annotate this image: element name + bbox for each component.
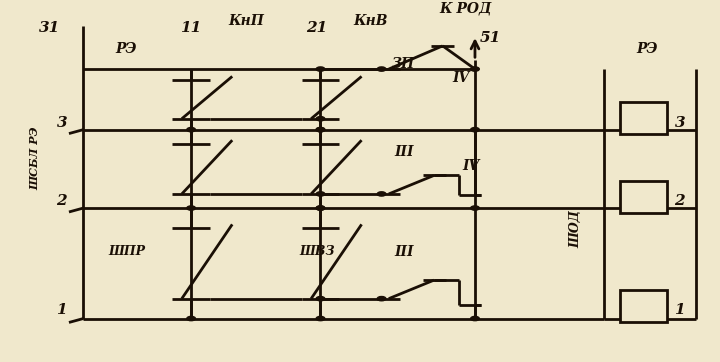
Circle shape [316,296,325,301]
Circle shape [377,67,386,71]
Text: 3: 3 [56,115,67,130]
Text: К РОД: К РОД [439,1,492,16]
Circle shape [186,206,195,210]
Circle shape [471,127,480,132]
Circle shape [316,127,325,132]
Text: III: III [395,245,414,258]
Circle shape [471,67,480,71]
Text: ЗП: ЗП [392,57,415,71]
Text: 51: 51 [480,31,501,45]
Circle shape [377,192,386,196]
Text: IV: IV [462,159,480,173]
Text: 11: 11 [181,21,202,35]
Circle shape [316,206,325,210]
Text: III: III [395,145,414,159]
Bar [620,102,667,134]
Text: КнП: КнП [228,14,264,28]
Text: ШВЗ: ШВЗ [299,245,335,258]
Circle shape [377,296,386,301]
Text: 1: 1 [56,303,67,317]
Text: 3: 3 [675,115,685,130]
Text: ШПР: ШПР [108,245,145,258]
Text: РЭ: РЭ [116,42,137,56]
Text: ШОД: ШОД [569,210,582,248]
Bar [620,181,667,213]
Circle shape [316,206,325,210]
Text: 21: 21 [306,21,328,35]
Circle shape [186,316,195,321]
Circle shape [471,206,480,210]
Circle shape [316,117,325,121]
Bar [620,290,667,322]
Text: 2: 2 [56,194,67,208]
Circle shape [316,127,325,132]
Circle shape [186,127,195,132]
Text: 2: 2 [675,194,685,208]
Circle shape [316,316,325,321]
Circle shape [316,67,325,71]
Text: ШСБЛ РЭ: ШСБЛ РЭ [30,126,41,190]
Circle shape [316,192,325,196]
Circle shape [471,316,480,321]
Text: КнВ: КнВ [354,14,388,28]
Text: IV: IV [452,71,469,85]
Text: 31: 31 [39,21,60,35]
Text: 1: 1 [675,303,685,317]
Text: РЭ: РЭ [636,42,658,56]
